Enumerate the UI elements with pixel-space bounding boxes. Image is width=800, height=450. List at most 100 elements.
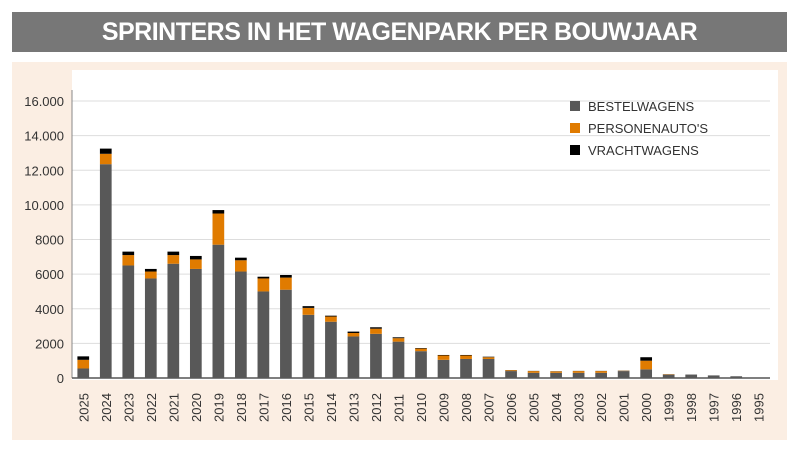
bar-segment	[505, 370, 517, 372]
bar-segment	[482, 357, 495, 359]
bar-segment	[144, 268, 157, 272]
bar-segment	[685, 374, 698, 378]
bar-segment	[212, 210, 225, 214]
bar-segment	[437, 355, 450, 360]
x-tick-label: 2021	[166, 393, 181, 422]
bar-segment	[347, 336, 360, 378]
x-tick-label: 2024	[99, 393, 114, 422]
bar-segment	[370, 327, 382, 329]
bar-segment	[144, 278, 157, 378]
y-tick-label: 4000	[35, 302, 64, 317]
x-tick-label: 2006	[504, 393, 519, 422]
bar-segment	[527, 371, 540, 373]
bar-segment	[392, 341, 405, 378]
bar-segment	[550, 372, 562, 378]
legend-swatch	[570, 123, 580, 133]
bar-segment	[415, 351, 427, 378]
bar-segment	[437, 354, 450, 356]
x-tick-label: 2000	[639, 393, 654, 422]
x-tick-label: 2013	[346, 393, 361, 422]
bar-segment	[460, 358, 472, 378]
bar-segment	[235, 271, 247, 378]
bar-segment	[167, 263, 180, 378]
y-tick-label: 16.000	[24, 94, 64, 109]
x-tick-label: 2007	[482, 393, 497, 422]
x-tick-label: 1996	[729, 393, 744, 422]
y-tick-label: 8000	[35, 233, 64, 248]
x-tick-label: 2022	[144, 393, 159, 422]
x-tick-label: 2025	[76, 393, 91, 422]
bar-segment	[189, 255, 202, 260]
legend-swatch	[570, 145, 580, 155]
bar-segment	[235, 260, 247, 272]
x-tick-label: 2010	[414, 393, 429, 422]
legend-label: PERSONENAUTO'S	[588, 121, 708, 136]
bar-segment	[370, 333, 382, 378]
legend-label: VRACHTWAGENS	[588, 143, 699, 158]
bar-segment	[730, 376, 743, 378]
bar-segment	[640, 360, 653, 370]
bar-segment	[640, 369, 653, 378]
x-tick-label: 2017	[256, 393, 271, 422]
y-tick-label: 10.000	[24, 198, 64, 213]
bar-segment	[99, 153, 112, 165]
bar-segment	[595, 372, 607, 378]
bar-segment	[392, 338, 405, 342]
bar-segment	[527, 372, 540, 378]
bar-segment	[370, 328, 382, 334]
legend-label: BESTELWAGENS	[588, 99, 695, 114]
bar-segment	[325, 315, 337, 317]
x-tick-label: 2014	[324, 393, 339, 422]
bar-segment	[325, 321, 337, 378]
x-tick-label: 2019	[211, 393, 226, 422]
x-tick-label: 1999	[662, 393, 677, 422]
bar-segment	[257, 278, 270, 292]
y-tick-label: 2000	[35, 336, 64, 351]
x-tick-label: 2004	[549, 393, 564, 422]
y-tick-label: 12.000	[24, 163, 64, 178]
bar-segment	[280, 289, 292, 378]
bar-segment	[189, 259, 202, 269]
x-tick-label: 2015	[301, 393, 316, 422]
bar-segment	[144, 271, 157, 279]
bar-segment	[189, 268, 202, 378]
bar-segment	[77, 359, 90, 369]
bar-segment	[167, 255, 180, 264]
x-tick-label: 1997	[707, 393, 722, 422]
x-tick-label: 2003	[572, 393, 587, 422]
bar-segment	[707, 375, 720, 378]
bar-segment	[302, 314, 315, 378]
bar-segment	[77, 368, 90, 378]
x-tick-label: 2002	[594, 393, 609, 422]
y-tick-label: 14.000	[24, 129, 64, 144]
bar-segment	[99, 164, 112, 378]
chart-title: SPRINTERS IN HET WAGENPARK PER BOUWJAAR	[12, 12, 787, 52]
bar-segment	[505, 371, 517, 378]
bar-segment	[347, 332, 360, 337]
bar-segment	[460, 354, 472, 356]
y-tick-label: 0	[57, 371, 64, 386]
bar-segment	[257, 291, 270, 378]
bar-segment	[662, 374, 675, 378]
bar-segment	[415, 348, 427, 352]
x-tick-label: 2001	[617, 393, 632, 422]
x-tick-label: 2023	[121, 393, 136, 422]
bar-segment	[280, 274, 292, 278]
bar-segment	[235, 257, 247, 261]
bar-segment	[640, 357, 653, 361]
bar-segment	[122, 255, 135, 266]
x-tick-label: 1995	[752, 393, 767, 422]
y-tick-label: 6000	[35, 267, 64, 282]
bar-segment	[482, 358, 495, 378]
bar-segment	[122, 265, 135, 378]
legend-swatch	[570, 101, 580, 111]
bar-segment	[347, 331, 360, 333]
bar-segment	[415, 348, 427, 349]
bar-segment	[302, 306, 315, 308]
bar-segment	[167, 251, 180, 256]
bar-segment	[572, 371, 585, 373]
bar-segment	[437, 359, 450, 378]
bar-segment	[595, 371, 607, 373]
plot-area	[72, 70, 778, 380]
